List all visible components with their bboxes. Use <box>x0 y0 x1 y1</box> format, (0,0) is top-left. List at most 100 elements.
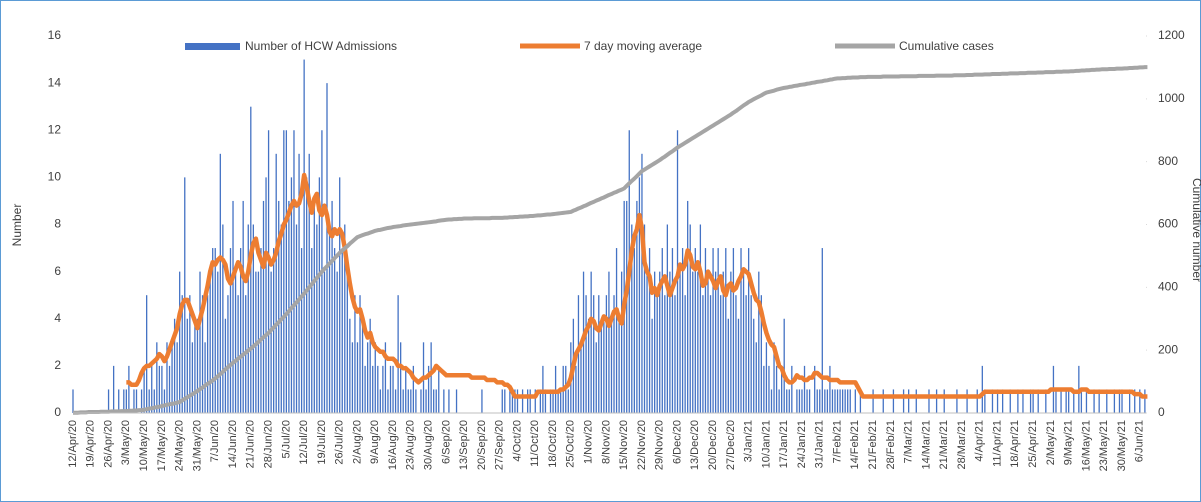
bar <box>689 224 691 413</box>
bar <box>1080 389 1083 413</box>
bar <box>252 224 254 413</box>
bar <box>996 389 999 413</box>
bar <box>1029 389 1032 413</box>
bar <box>750 295 752 413</box>
x-tick-label: 8/Nov/20 <box>600 420 612 464</box>
bar <box>366 342 369 413</box>
bar <box>364 365 366 413</box>
bar <box>641 153 643 413</box>
bar <box>768 365 770 413</box>
bar <box>275 153 277 413</box>
bar <box>773 342 775 413</box>
bar <box>684 295 686 413</box>
bar <box>229 248 232 413</box>
bar <box>135 389 138 413</box>
x-tick-label: 19/Apr/20 <box>85 420 97 468</box>
bar <box>808 389 811 413</box>
x-tick-label: 10/Jan/21 <box>760 420 772 468</box>
bar <box>1068 389 1070 413</box>
legend-label: 7 day moving average <box>584 39 702 53</box>
x-tick-label: 30/Aug/20 <box>423 420 435 470</box>
x-tick-label: 24/May/20 <box>174 420 186 471</box>
bar <box>981 365 983 413</box>
bar <box>333 248 336 413</box>
bar <box>265 177 267 413</box>
bar <box>669 271 671 413</box>
x-tick-label: 3/May/20 <box>120 420 132 465</box>
bar <box>425 389 427 413</box>
bar <box>836 389 839 413</box>
bar <box>745 295 747 413</box>
x-tick-label: 3/Jan/21 <box>743 420 755 462</box>
bar <box>646 271 648 413</box>
bar <box>179 271 181 413</box>
bar <box>242 200 244 413</box>
bar <box>1045 389 1047 413</box>
bar <box>311 248 313 413</box>
bar <box>214 248 216 413</box>
bar <box>935 389 938 413</box>
bar <box>1085 389 1088 413</box>
y2-tick-label: 400 <box>1158 280 1178 294</box>
bar <box>679 271 681 413</box>
bar <box>146 295 148 413</box>
y2-tick-label: 600 <box>1158 217 1178 231</box>
bar <box>610 318 613 413</box>
bar <box>293 130 295 413</box>
bar <box>585 295 587 413</box>
x-tick-label: 5/Jul/20 <box>280 420 292 459</box>
bar <box>288 200 290 413</box>
bar <box>206 295 209 413</box>
bar <box>654 271 656 413</box>
bar <box>966 389 968 413</box>
bar <box>770 389 773 413</box>
bar <box>595 342 597 413</box>
bar <box>331 200 333 413</box>
x-tick-label: 6/Sep/20 <box>440 420 452 464</box>
bar <box>692 271 694 413</box>
x-tick-label: 23/May/21 <box>1098 420 1110 471</box>
bar <box>882 389 884 413</box>
bar <box>841 389 844 413</box>
x-tick-label: 28/Mar/21 <box>956 420 968 470</box>
bar <box>344 224 346 413</box>
x-tick-label: 2/Aug/20 <box>351 420 363 464</box>
x-tick-label: 23/Aug/20 <box>405 420 417 470</box>
bar <box>201 295 204 413</box>
bar <box>153 389 155 413</box>
x-tick-label: 31/May/20 <box>191 420 203 471</box>
x-tick-label: 17/May/20 <box>156 420 168 471</box>
bar <box>402 389 404 413</box>
bar <box>1106 389 1108 413</box>
y-axis-label: Number <box>10 204 24 247</box>
bar <box>707 271 709 413</box>
bar <box>615 248 618 413</box>
bar <box>636 200 638 413</box>
bar <box>328 224 331 413</box>
bar <box>633 248 635 413</box>
bar <box>783 318 785 413</box>
bar <box>140 389 143 413</box>
bar <box>430 342 432 413</box>
bar <box>626 200 628 413</box>
bar <box>781 365 783 413</box>
bar <box>346 271 348 413</box>
bar <box>260 248 262 413</box>
bar <box>239 248 242 413</box>
bar <box>598 295 600 413</box>
bar <box>755 342 757 413</box>
bar <box>163 389 166 413</box>
x-tick-label: 19/Jul/20 <box>316 420 328 465</box>
bar <box>722 271 724 413</box>
x-tick-label: 20/Dec/20 <box>707 420 719 470</box>
x-tick-label: 21/Mar/21 <box>938 420 950 470</box>
bar <box>382 365 384 413</box>
bar <box>308 153 310 413</box>
bar <box>732 248 735 413</box>
bar <box>763 365 765 413</box>
bar <box>204 342 206 413</box>
bar <box>168 365 171 413</box>
bar <box>735 295 737 413</box>
bar <box>509 389 511 413</box>
x-tick-label: 18/Oct/20 <box>547 420 559 468</box>
